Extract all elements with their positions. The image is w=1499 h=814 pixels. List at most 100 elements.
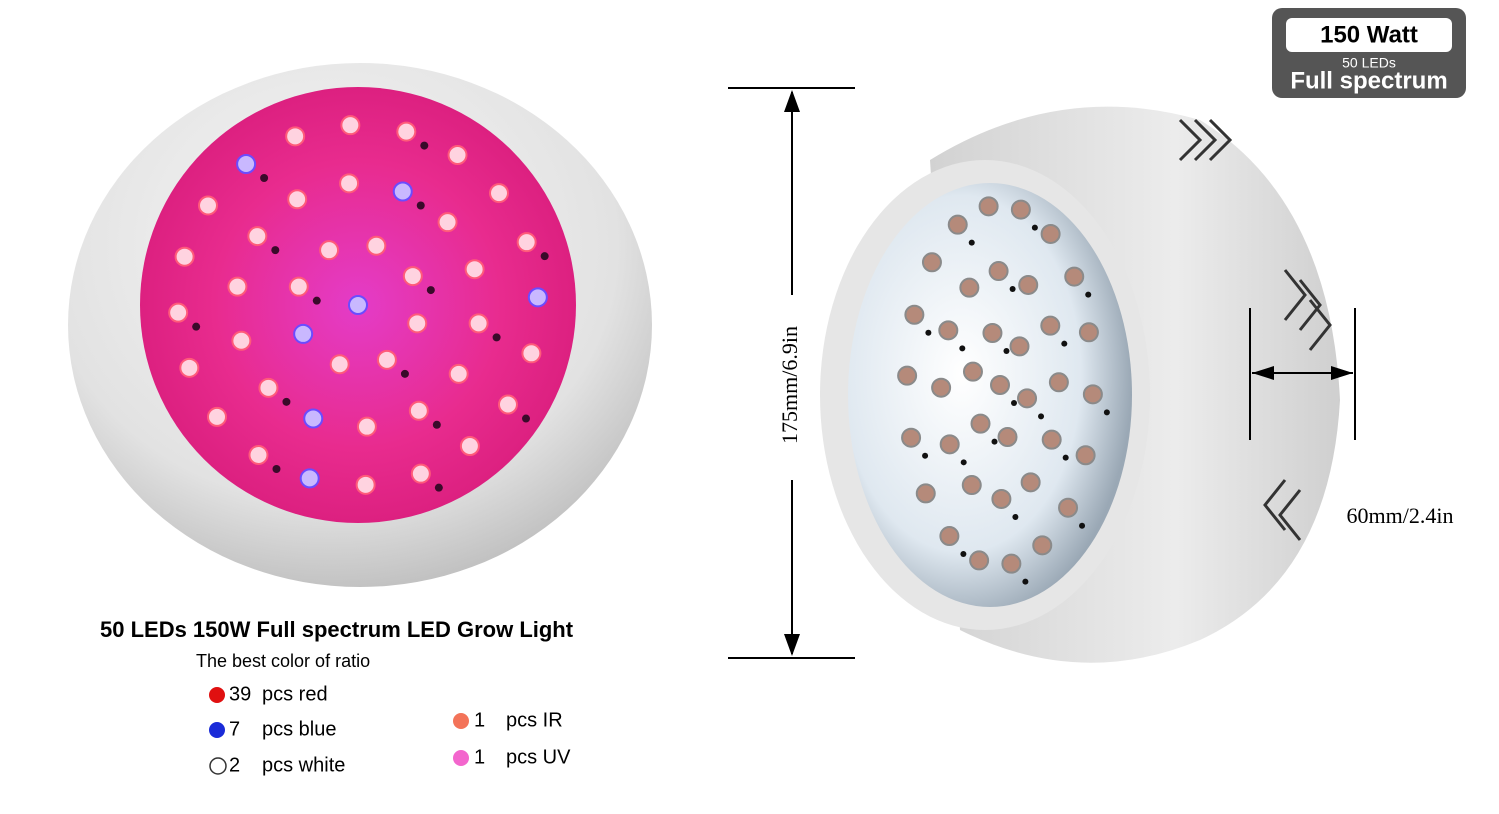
led [1058,497,1079,518]
item-count: 2 [229,754,240,776]
led [904,304,925,325]
item-label: pcs blue [262,718,337,740]
led [988,261,1009,282]
led [960,551,967,558]
led [962,361,983,382]
led [938,320,959,341]
led [459,435,480,456]
led [960,459,967,466]
led [247,226,268,247]
led [355,474,376,495]
led [991,488,1012,509]
led [426,286,435,295]
led [416,201,425,210]
led [1038,413,1045,420]
item-count: 1 [474,709,485,731]
led [925,329,932,336]
led [174,246,195,267]
legend-dot [209,722,225,738]
led [959,277,980,298]
led [516,232,537,253]
badge-inner [1286,18,1452,52]
led [1022,578,1029,585]
led [922,452,929,459]
led [997,426,1018,447]
led [1017,388,1038,409]
led [447,145,468,166]
led [1040,315,1061,336]
led [285,126,306,147]
badge-caption: Full spectrum [1290,67,1447,94]
dimension-lines [728,87,1356,659]
led [939,434,960,455]
product-subtitle: The best color of ratio [196,651,370,671]
led [527,287,548,308]
led [329,354,350,375]
vent-marks [1178,118,1332,541]
led [492,333,501,342]
item-count: 39 [229,683,251,705]
led [1062,454,1069,461]
led [258,377,279,398]
led [468,313,489,334]
led [1018,274,1039,295]
item-count: 7 [229,718,240,740]
product-title: 50 LEDs 150W Full spectrum LED Grow Ligh… [100,617,574,642]
led [978,196,999,217]
led [260,174,269,183]
led [282,397,291,406]
legend-dot [209,757,227,775]
led [982,323,1003,344]
led [448,363,469,384]
led [236,154,257,175]
led [312,296,321,305]
led [1103,409,1110,416]
led [271,246,280,255]
led [1061,340,1068,347]
led [1040,223,1061,244]
led [947,214,968,235]
led [1031,224,1038,231]
legend-dot [209,687,225,703]
led [901,427,922,448]
item-count: 1 [474,746,485,768]
led [179,357,200,378]
led [434,483,443,492]
legend-dot [453,713,469,729]
led [356,416,377,437]
led [1009,286,1016,293]
led [931,377,952,398]
led [303,408,324,429]
led [1009,336,1030,357]
led [990,375,1010,395]
item-label: pcs white [262,754,345,776]
led [991,438,998,445]
item-label: pcs UV [506,746,571,768]
led [366,235,387,256]
led [420,141,429,150]
led [897,365,918,386]
led [1064,266,1085,287]
led [961,475,982,496]
led-group [897,196,1110,585]
led [540,252,549,261]
led [402,266,423,287]
led [1041,429,1062,450]
led [1001,553,1022,574]
led [939,526,960,547]
led [437,212,458,233]
led [227,276,248,297]
led [521,414,530,423]
led [488,183,509,204]
led [1020,472,1041,493]
led [410,463,431,484]
led [1010,199,1031,220]
led [231,330,252,351]
depth-label: 60mm/2.4in [1347,503,1454,528]
led [432,420,441,429]
led [392,181,413,202]
led [287,189,308,210]
badge-title: 150 Watt [1320,21,1418,48]
led [969,550,990,571]
item-label: pcs IR [506,709,563,731]
